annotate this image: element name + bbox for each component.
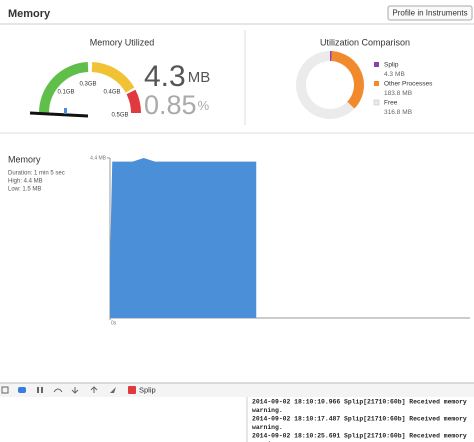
- memory-chart: 4.4 MB 0s: [90, 155, 470, 326]
- toolbar-icon[interactable]: [53, 388, 63, 393]
- header-title: Memory: [8, 8, 51, 20]
- percent-number: 0.85: [144, 90, 197, 120]
- console-line: 2014-09-02 18:10:25.691 Splip[21710:60b]…: [252, 432, 467, 439]
- stat: Duration: 1 min 5 sec: [8, 171, 65, 177]
- stat: High: 4.4 MB: [8, 179, 43, 185]
- profile-button[interactable]: [387, 5, 473, 21]
- toolbar-icon[interactable]: [41, 387, 43, 393]
- toolbar-icon[interactable]: [110, 387, 116, 393]
- memory-unit: MB: [188, 69, 211, 86]
- gauge-green: [38, 62, 89, 114]
- target-name[interactable]: Splip: [139, 385, 156, 394]
- legend-value: 4.3 MB: [384, 71, 405, 78]
- gauge-title: Memory Utilized: [90, 37, 155, 47]
- gauge-scale-label: 0.5GB: [111, 113, 128, 119]
- donut: [296, 51, 364, 119]
- legend-name: Splip: [384, 62, 399, 69]
- timeline-title: Memory: [8, 154, 41, 164]
- legend-swatch: [373, 99, 380, 106]
- memory-value: 4.3 MB: [144, 60, 210, 93]
- memory-number: 4.3: [144, 60, 186, 93]
- donut-segment: [296, 51, 355, 119]
- memory-area: [110, 158, 257, 318]
- console-line: warning.: [252, 407, 283, 414]
- gauge-needle: [29, 111, 89, 118]
- profile-button-label[interactable]: Profile in Instruments: [392, 9, 467, 18]
- legend-value: 316.8 MB: [384, 109, 412, 116]
- toolbar-icon[interactable]: [37, 387, 39, 393]
- console-line: 2014-09-02 18:10:17.487 Splip[21710:60b]…: [252, 415, 467, 422]
- gauge-scale-label: 0.4GB: [103, 90, 120, 96]
- app-icon: [128, 386, 136, 394]
- legend-name: Other Processes: [384, 81, 433, 88]
- percent-unit: %: [198, 98, 210, 113]
- toolbar-icon[interactable]: [18, 387, 26, 393]
- gauge-yellow: [91, 62, 135, 93]
- gauge-scale-label: 0.3GB: [79, 82, 96, 88]
- legend-swatch: [374, 81, 379, 86]
- donut-segment: [331, 51, 364, 109]
- stat: Low: 1.5 MB: [8, 187, 41, 193]
- x-tick-label: 0s: [111, 320, 117, 326]
- gauge-scale-label: 0.1GB: [57, 90, 74, 96]
- toolbar-icon[interactable]: [90, 386, 98, 393]
- legend-value: 183.8 MB: [384, 90, 412, 97]
- console-line: 2014-09-02 18:10:10.966 Splip[21710:60b]…: [252, 399, 467, 406]
- legend-unit: MB: [395, 71, 405, 78]
- console: 2014-09-02 18:10:10.966 Splip[21710:60b]…: [252, 399, 467, 442]
- gauge-bar: [64, 108, 67, 114]
- gauge-red: [126, 89, 142, 114]
- legend-number: 4.3: [384, 71, 393, 78]
- toolbar-icon[interactable]: [1, 386, 9, 394]
- legend-number: 316.8: [384, 109, 401, 116]
- console-line: warning.: [252, 441, 283, 442]
- legend-name: Free: [384, 100, 398, 107]
- toolbar-icon[interactable]: [71, 387, 79, 394]
- comparison-title: Utilization Comparison: [320, 37, 410, 47]
- legend-swatch: [374, 62, 379, 67]
- legend-unit: MB: [402, 109, 412, 116]
- percent-value: 0.85%: [144, 90, 210, 120]
- console-line: warning.: [252, 424, 283, 431]
- debug-toolbar: [0, 383, 474, 397]
- legend-unit: MB: [402, 90, 412, 97]
- legend-number: 183.8: [384, 90, 401, 97]
- donut-segment: [330, 51, 332, 62]
- y-tick-label: 4.4 MB: [90, 155, 107, 161]
